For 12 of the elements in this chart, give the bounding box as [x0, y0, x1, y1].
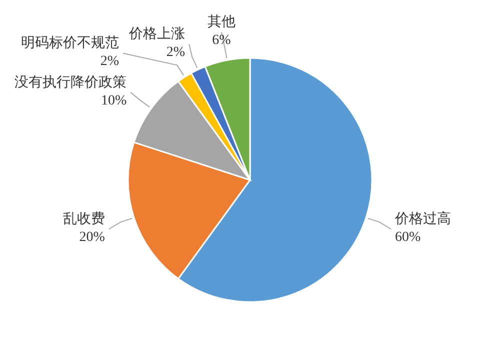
- slice-label: 其他: [207, 14, 236, 30]
- data-label: 20%: [79, 230, 106, 246]
- slice-label: 没有执行降价政策: [14, 74, 127, 90]
- data-label: 60%: [395, 230, 422, 246]
- data-label: 10%: [100, 93, 127, 108]
- slice-label: 乱收费: [62, 211, 105, 228]
- data-label: 6%: [212, 33, 232, 48]
- data-label: 2%: [166, 45, 186, 60]
- slice-label: 明码标价不规范: [21, 35, 120, 52]
- slice-label: 价格上涨: [128, 26, 186, 42]
- slice-label: 价格过高: [394, 211, 452, 228]
- data-label: 2%: [100, 54, 120, 70]
